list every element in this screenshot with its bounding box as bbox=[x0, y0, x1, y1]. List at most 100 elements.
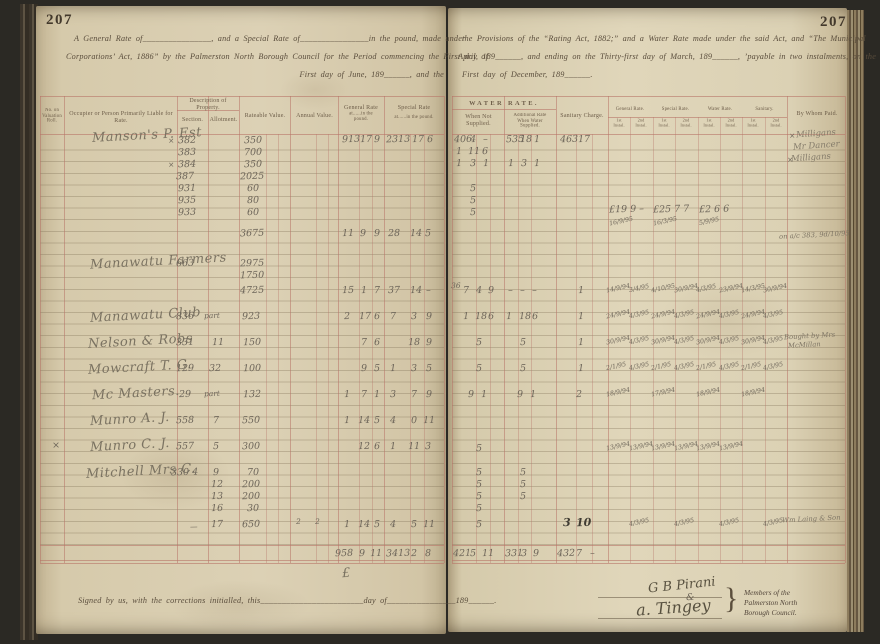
grid-hline bbox=[40, 134, 444, 135]
handwritten-entry: 5 bbox=[469, 206, 477, 219]
grid-vline bbox=[452, 96, 453, 563]
handwritten-entry: 3 bbox=[410, 362, 418, 375]
handwritten-entry: 7 bbox=[389, 310, 397, 323]
handwritten-entry: 9 bbox=[212, 466, 220, 479]
handwritten-entry: 650 bbox=[241, 518, 261, 531]
column-header-col_rateable: Rateable Value. bbox=[244, 112, 286, 119]
handwritten-entry: 16 bbox=[210, 502, 224, 515]
column-header-grp_water2: Water Rate. bbox=[707, 106, 733, 112]
page-edges bbox=[847, 10, 864, 632]
grid-vline bbox=[239, 96, 240, 563]
handwritten-entry: 4725 bbox=[239, 284, 265, 297]
handwritten-entry: 1 bbox=[462, 310, 470, 323]
handwritten-entry: 11 bbox=[211, 336, 225, 349]
handwritten-entry: 9 bbox=[360, 362, 368, 375]
grid-vline bbox=[410, 134, 411, 563]
column-header-instal1c: 1st Instal. bbox=[703, 118, 715, 128]
column-header-instal1b: 1st Instal. bbox=[658, 118, 670, 128]
handwritten-entry: 6 bbox=[426, 133, 434, 146]
handwritten-entry: 1 bbox=[343, 518, 351, 531]
handwritten-entry: 70 bbox=[246, 466, 260, 479]
handwritten-entry: 933 bbox=[177, 206, 197, 219]
handwritten-entry: 663 bbox=[175, 257, 195, 270]
handwritten-entry: 9 bbox=[373, 227, 381, 240]
ruled-lines-right bbox=[452, 139, 845, 545]
handwritten-entry: 1 bbox=[480, 388, 488, 401]
grid-vline bbox=[384, 96, 385, 563]
printed-header-line: First day of December, 189______. bbox=[462, 70, 593, 79]
column-header-col_section: Section. bbox=[181, 116, 204, 123]
handwritten-entry: 5 bbox=[519, 362, 527, 375]
grid-vline bbox=[177, 96, 178, 563]
grid-vline bbox=[266, 134, 267, 563]
grid-vline bbox=[576, 134, 577, 563]
handwritten-entry: 5 bbox=[373, 518, 381, 531]
handwritten-entry: 11 bbox=[467, 145, 481, 158]
handwritten-entry: 5 bbox=[475, 336, 483, 349]
members-note-line: Members of the bbox=[744, 588, 790, 597]
handwritten-entry: 557 bbox=[175, 440, 195, 453]
handwritten-entry: 5 bbox=[475, 490, 483, 503]
handwritten-entry: 331 bbox=[175, 336, 195, 349]
handwritten-entry: 6 bbox=[481, 145, 489, 158]
handwritten-entry: 9 bbox=[467, 388, 475, 401]
grid-vline bbox=[359, 134, 360, 563]
column-header-instal1d: 1st Instal. bbox=[747, 118, 759, 128]
handwritten-entry: 9 bbox=[487, 284, 495, 297]
grid-hline bbox=[40, 545, 444, 546]
handwritten-entry: 28 bbox=[387, 227, 401, 240]
column-header-instal2a: 2nd Instal. bbox=[635, 118, 647, 128]
handwritten-entry: 14 bbox=[409, 284, 423, 297]
handwritten-entry: 4 bbox=[389, 414, 397, 427]
grid-hline bbox=[40, 560, 444, 561]
handwritten-entry: 7 bbox=[410, 388, 418, 401]
handwritten-entry: 5 bbox=[519, 490, 527, 503]
handwritten-entry: 2 bbox=[575, 388, 583, 401]
handwritten-entry: 5 bbox=[410, 518, 418, 531]
grid-hline bbox=[40, 96, 444, 97]
column-header-col_when_not: When Not Supplied. bbox=[465, 114, 492, 127]
handwritten-entry: 1 bbox=[505, 310, 513, 323]
handwritten-entry: 12 bbox=[357, 440, 371, 453]
handwritten-entry: 18 bbox=[519, 133, 533, 146]
handwritten-entry: 3 bbox=[562, 515, 571, 530]
handwritten-entry: 3 bbox=[520, 547, 528, 560]
handwritten-entry: 387 bbox=[175, 170, 195, 183]
handwritten-entry: — bbox=[189, 521, 198, 532]
handwritten-entry: 463 bbox=[559, 133, 579, 146]
handwritten-entry: 1 bbox=[343, 388, 351, 401]
handwritten-entry: 5 bbox=[469, 182, 477, 195]
grid-vline bbox=[316, 134, 317, 563]
handwritten-entry: 11 bbox=[369, 547, 383, 560]
handwritten-entry: 5 bbox=[475, 362, 483, 375]
column-header-col_valuation: No. on Valuation Roll. bbox=[42, 107, 62, 124]
handwritten-entry: 150 bbox=[242, 336, 262, 349]
grid-vline bbox=[787, 96, 788, 563]
handwritten-entry: 5 bbox=[519, 466, 527, 479]
page-number-left: 207 bbox=[46, 12, 73, 28]
handwritten-entry: 923 bbox=[241, 310, 261, 323]
handwritten-entry: 1 bbox=[533, 157, 541, 170]
handwritten-entry: 550 bbox=[241, 414, 261, 427]
handwritten-entry: 5 bbox=[212, 440, 220, 453]
handwritten-entry: 5 bbox=[519, 478, 527, 491]
handwritten-entry: 5 bbox=[475, 466, 483, 479]
grid-vline bbox=[504, 96, 505, 563]
grid-vline bbox=[444, 96, 445, 563]
handwritten-entry: – bbox=[482, 133, 488, 146]
grid-hline bbox=[452, 545, 845, 546]
handwritten-entry: 9 bbox=[425, 336, 433, 349]
grid-vline bbox=[476, 134, 477, 563]
grid-hline bbox=[40, 563, 444, 564]
handwritten-entry: 1750 bbox=[239, 269, 265, 282]
handwritten-entry: 30 bbox=[246, 502, 260, 515]
handwritten-entry: 2 bbox=[410, 547, 418, 560]
handwritten-entry: 18 bbox=[518, 310, 532, 323]
handwritten-entry: 11 bbox=[407, 440, 421, 453]
handwritten-entry: 132 bbox=[242, 388, 262, 401]
handwritten-entry: 2025 bbox=[239, 170, 265, 183]
handwritten-entry: 14 bbox=[357, 414, 371, 427]
handwritten-entry: 3 bbox=[520, 157, 528, 170]
brace-glyph: } bbox=[724, 582, 739, 615]
handwritten-entry: 4 bbox=[389, 518, 397, 531]
